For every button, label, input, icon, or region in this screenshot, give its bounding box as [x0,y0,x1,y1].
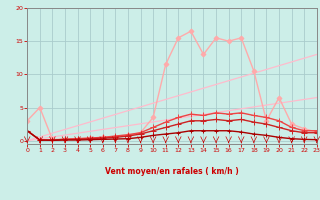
X-axis label: Vent moyen/en rafales ( km/h ): Vent moyen/en rafales ( km/h ) [105,167,239,176]
